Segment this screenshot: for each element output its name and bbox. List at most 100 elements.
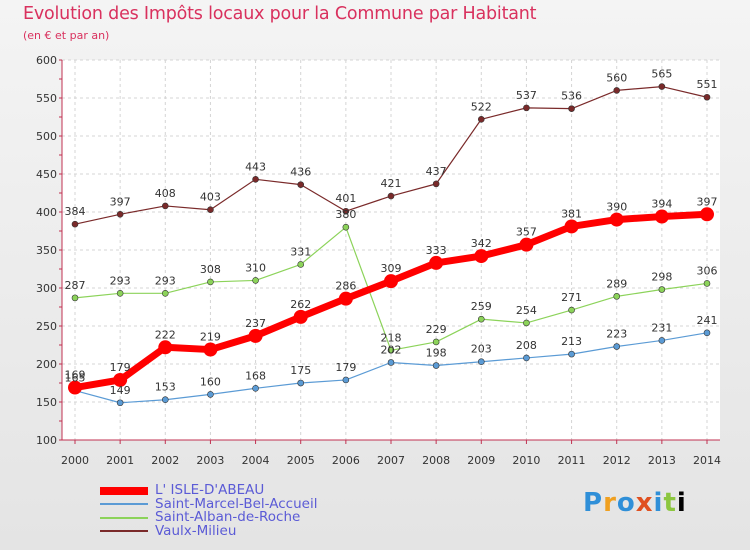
data-label: 149 bbox=[110, 384, 131, 397]
data-label: 262 bbox=[290, 298, 311, 311]
data-label: 437 bbox=[426, 165, 447, 178]
x-tick-label: 2006 bbox=[332, 454, 360, 467]
data-point bbox=[68, 380, 82, 395]
data-label: 237 bbox=[245, 317, 266, 330]
y-tick-label: 250 bbox=[36, 320, 57, 333]
data-label: 401 bbox=[335, 192, 356, 205]
x-tick-label: 2010 bbox=[512, 454, 540, 467]
data-point bbox=[700, 207, 714, 222]
data-label: 202 bbox=[381, 343, 402, 356]
data-point bbox=[613, 293, 621, 300]
logo-letter: i bbox=[653, 488, 664, 518]
data-label: 397 bbox=[110, 195, 131, 208]
x-tick-label: 2014 bbox=[693, 454, 721, 467]
data-point bbox=[609, 212, 624, 227]
proxiti-logo: Proxiti bbox=[583, 488, 687, 518]
data-point bbox=[432, 338, 440, 346]
data-point bbox=[477, 115, 485, 123]
data-label: 198 bbox=[426, 347, 447, 360]
data-label: 380 bbox=[335, 208, 356, 221]
data-label: 219 bbox=[200, 331, 221, 344]
data-label: 536 bbox=[561, 90, 582, 103]
data-label: 259 bbox=[471, 300, 492, 313]
data-point bbox=[387, 359, 395, 366]
data-point bbox=[161, 202, 169, 210]
data-point bbox=[293, 309, 308, 324]
data-point bbox=[387, 192, 395, 200]
data-point bbox=[158, 340, 173, 355]
data-point bbox=[252, 385, 259, 392]
data-point bbox=[113, 372, 128, 387]
data-label: 397 bbox=[697, 195, 718, 208]
x-tick-label: 2012 bbox=[603, 454, 631, 467]
data-point bbox=[161, 290, 169, 297]
data-label: 436 bbox=[290, 166, 311, 179]
data-point bbox=[342, 376, 350, 384]
y-tick-label: 500 bbox=[36, 130, 57, 143]
x-tick-label: 2005 bbox=[287, 454, 315, 467]
data-label: 241 bbox=[697, 314, 718, 327]
data-point bbox=[613, 87, 621, 94]
data-point bbox=[703, 329, 711, 337]
data-point bbox=[297, 181, 305, 188]
data-label: 333 bbox=[426, 244, 447, 257]
data-point bbox=[474, 249, 489, 264]
data-label: 381 bbox=[561, 207, 582, 220]
data-label: 179 bbox=[335, 361, 356, 374]
data-point bbox=[654, 209, 669, 224]
data-point bbox=[161, 396, 169, 404]
data-label: 293 bbox=[155, 274, 176, 287]
data-label: 203 bbox=[471, 343, 492, 356]
data-label: 289 bbox=[606, 277, 627, 290]
data-label: 309 bbox=[381, 262, 402, 275]
data-label: 179 bbox=[110, 361, 131, 374]
data-point bbox=[116, 290, 124, 297]
data-point bbox=[703, 93, 711, 101]
legend-item-vaulx-milieu: Vaulx-Milieu bbox=[100, 524, 400, 539]
y-tick-label: 200 bbox=[36, 358, 57, 371]
data-point bbox=[658, 337, 666, 344]
data-point bbox=[429, 255, 444, 270]
logo-letter: t bbox=[663, 488, 677, 518]
data-label: 218 bbox=[381, 331, 402, 344]
data-point bbox=[203, 342, 218, 357]
data-label: 306 bbox=[697, 264, 718, 277]
data-point bbox=[338, 291, 353, 306]
data-label: 560 bbox=[606, 71, 627, 84]
data-label: 331 bbox=[290, 245, 311, 258]
data-label: 287 bbox=[65, 279, 86, 292]
logo-letter: x bbox=[635, 488, 654, 518]
data-label: 254 bbox=[516, 304, 537, 317]
y-tick-label: 100 bbox=[36, 434, 57, 447]
data-point bbox=[568, 350, 575, 358]
data-label: 403 bbox=[200, 191, 221, 204]
data-point bbox=[564, 219, 579, 234]
data-label: 165 bbox=[65, 372, 86, 385]
y-tick-label: 300 bbox=[36, 282, 57, 295]
y-tick-label: 550 bbox=[36, 92, 57, 105]
logo-letter: r bbox=[603, 488, 617, 518]
data-label: 175 bbox=[290, 364, 311, 377]
data-point bbox=[432, 362, 440, 369]
data-point bbox=[116, 210, 124, 218]
x-tick-label: 2004 bbox=[242, 454, 270, 467]
data-point bbox=[71, 294, 79, 302]
data-point bbox=[387, 347, 395, 354]
data-label: 443 bbox=[245, 160, 266, 173]
legend-item-saint-alban: Saint-Alban-de-Roche bbox=[100, 509, 400, 525]
data-label: 208 bbox=[516, 339, 537, 352]
data-point bbox=[523, 354, 530, 362]
data-label: 223 bbox=[606, 328, 627, 341]
legend: L' ISLE-D'ABEAU Saint-Marcel-Bel-Accueil… bbox=[100, 483, 400, 539]
data-point bbox=[568, 306, 575, 314]
legend-label: Saint-Alban-de-Roche bbox=[155, 509, 301, 525]
y-tick-label: 400 bbox=[36, 206, 57, 219]
data-label: 421 bbox=[381, 177, 402, 190]
data-label: 160 bbox=[200, 375, 221, 388]
data-label: 522 bbox=[471, 100, 492, 113]
data-point bbox=[477, 358, 485, 366]
x-tick-label: 2003 bbox=[196, 454, 224, 467]
data-label: 153 bbox=[155, 381, 176, 394]
x-tick-label: 2007 bbox=[377, 454, 405, 467]
data-label: 308 bbox=[200, 263, 221, 276]
